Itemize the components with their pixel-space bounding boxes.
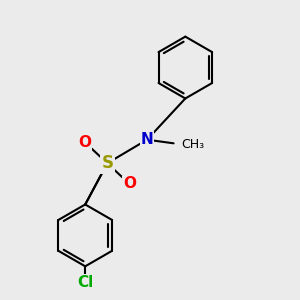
Text: O: O: [79, 135, 92, 150]
Text: N: N: [141, 132, 153, 147]
Text: N: N: [141, 132, 153, 147]
Text: Cl: Cl: [77, 275, 93, 290]
Text: O: O: [123, 176, 136, 191]
Text: CH₃: CH₃: [181, 138, 204, 151]
Text: S: S: [101, 154, 113, 172]
Text: S: S: [101, 154, 113, 172]
Text: O: O: [79, 135, 92, 150]
Text: O: O: [123, 176, 136, 191]
